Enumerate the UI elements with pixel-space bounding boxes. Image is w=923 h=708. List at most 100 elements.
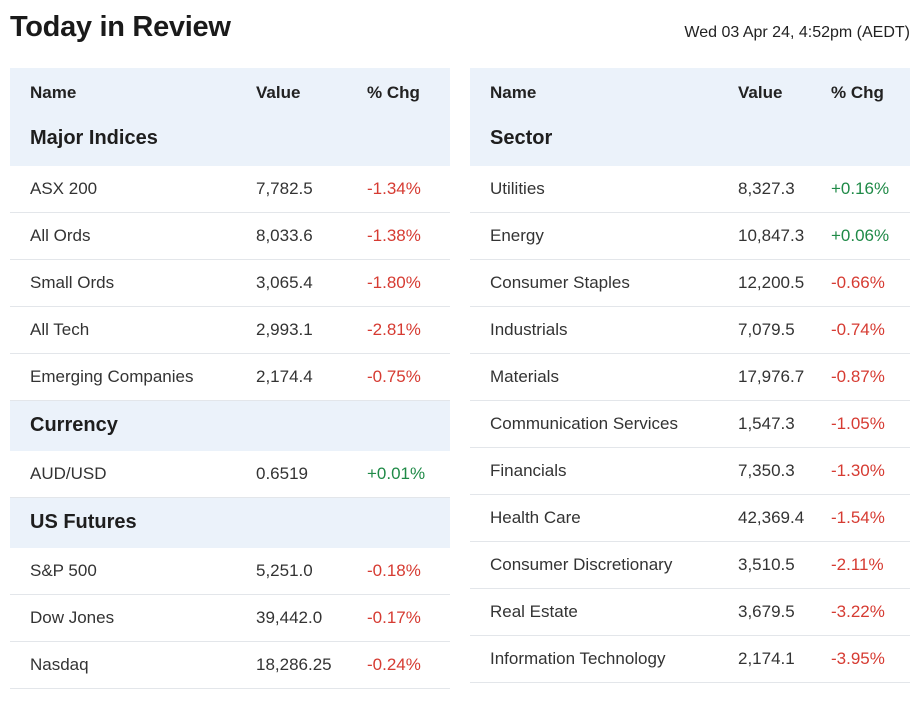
- header-value: Value: [256, 83, 301, 102]
- row-value: 18,286.25: [256, 655, 332, 674]
- table-row[interactable]: Energy 10,847.3 +0.06%: [470, 213, 910, 260]
- group-title: Sector: [490, 127, 553, 149]
- row-value: 0.6519: [256, 464, 308, 483]
- row-value: 1,547.3: [738, 414, 795, 433]
- group-title: Currency: [30, 414, 118, 436]
- table-row[interactable]: AUD/USD 0.6519 +0.01%: [10, 451, 450, 498]
- row-value: 2,174.1: [738, 649, 795, 668]
- header-name: Name: [490, 83, 537, 102]
- indices-table: Name Value % Chg Major Indices ASX 200 7…: [10, 68, 450, 689]
- row-value: 7,350.3: [738, 461, 795, 480]
- row-name: S&P 500: [30, 561, 97, 580]
- row-value: 7,079.5: [738, 320, 795, 339]
- row-name: Emerging Companies: [30, 367, 194, 386]
- row-chg: -1.34%: [367, 179, 421, 198]
- row-value: 8,033.6: [256, 226, 313, 245]
- row-name: Utilities: [490, 179, 545, 198]
- table-row[interactable]: ASX 200 7,782.5 -1.34%: [10, 166, 450, 213]
- row-chg: -0.87%: [831, 367, 885, 386]
- row-name: Consumer Staples: [490, 273, 630, 292]
- table-row[interactable]: Utilities 8,327.3 +0.16%: [470, 166, 910, 213]
- row-chg: -0.24%: [367, 655, 421, 674]
- table-row[interactable]: All Ords 8,033.6 -1.38%: [10, 213, 450, 260]
- row-chg: -3.95%: [831, 649, 885, 668]
- row-name: Industrials: [490, 320, 568, 339]
- sector-table: Name Value % Chg Sector Utilities 8,327.…: [470, 68, 910, 683]
- timestamp: Wed 03 Apr 24, 4:52pm (AEDT): [684, 24, 910, 41]
- row-name: ASX 200: [30, 179, 98, 198]
- group-header-sector: Sector: [470, 116, 910, 166]
- table-row[interactable]: Consumer Discretionary 3,510.5 -2.11%: [470, 542, 910, 589]
- table-row[interactable]: Real Estate 3,679.5 -3.22%: [470, 589, 910, 636]
- row-name: Information Technology: [490, 649, 666, 668]
- row-name: Small Ords: [30, 273, 115, 292]
- table-row[interactable]: Communication Services 1,547.3 -1.05%: [470, 401, 910, 448]
- row-chg: -1.38%: [367, 226, 421, 245]
- group-header-us-futures: US Futures: [10, 498, 450, 548]
- row-value: 3,510.5: [738, 555, 795, 574]
- row-value: 3,679.5: [738, 602, 795, 621]
- header-chg: % Chg: [831, 83, 884, 102]
- table-row[interactable]: Information Technology 2,174.1 -3.95%: [470, 636, 910, 683]
- table-header: Name Value % Chg: [470, 68, 910, 116]
- row-name: Consumer Discretionary: [490, 555, 673, 574]
- table-row[interactable]: Emerging Companies 2,174.4 -0.75%: [10, 354, 450, 401]
- row-value: 3,065.4: [256, 273, 313, 292]
- row-chg: -1.80%: [367, 273, 421, 292]
- row-value: 12,200.5: [738, 273, 805, 292]
- table-row[interactable]: S&P 500 5,251.0 -0.18%: [10, 548, 450, 595]
- row-chg: +0.06%: [831, 226, 890, 245]
- row-value: 42,369.4: [738, 508, 805, 527]
- row-chg: -3.22%: [831, 602, 885, 621]
- row-chg: -0.18%: [367, 561, 421, 580]
- group-title: Major Indices: [30, 127, 158, 149]
- group-title: US Futures: [30, 511, 137, 533]
- group-header-major-indices: Major Indices: [10, 116, 450, 166]
- row-value: 17,976.7: [738, 367, 805, 386]
- table-header: Name Value % Chg: [10, 68, 450, 116]
- header-chg: % Chg: [367, 83, 420, 102]
- header-value: Value: [738, 83, 783, 102]
- row-value: 8,327.3: [738, 179, 795, 198]
- row-chg: -0.75%: [367, 367, 421, 386]
- table-row[interactable]: Nasdaq 18,286.25 -0.24%: [10, 642, 450, 689]
- row-name: Nasdaq: [30, 655, 89, 674]
- row-name: All Tech: [30, 320, 90, 339]
- row-chg: -1.54%: [831, 508, 885, 527]
- page-title: Today in Review: [10, 11, 231, 43]
- row-value: 7,782.5: [256, 179, 313, 198]
- table-row[interactable]: Small Ords 3,065.4 -1.80%: [10, 260, 450, 307]
- row-name: Financials: [490, 461, 567, 480]
- table-row[interactable]: Consumer Staples 12,200.5 -0.66%: [470, 260, 910, 307]
- row-chg: -1.05%: [831, 414, 885, 433]
- row-value: 5,251.0: [256, 561, 313, 580]
- row-chg: -2.81%: [367, 320, 421, 339]
- row-chg: -2.11%: [831, 555, 884, 574]
- table-row[interactable]: Financials 7,350.3 -1.30%: [470, 448, 910, 495]
- row-name: All Ords: [30, 226, 91, 245]
- row-value: 39,442.0: [256, 608, 323, 627]
- row-name: Communication Services: [490, 414, 679, 433]
- table-row[interactable]: All Tech 2,993.1 -2.81%: [10, 307, 450, 354]
- row-name: Dow Jones: [30, 608, 115, 627]
- header-name: Name: [30, 83, 77, 102]
- row-name: Real Estate: [490, 602, 578, 621]
- row-name: Materials: [490, 367, 559, 386]
- row-value: 10,847.3: [738, 226, 805, 245]
- table-row[interactable]: Materials 17,976.7 -0.87%: [470, 354, 910, 401]
- row-chg: -0.74%: [831, 320, 885, 339]
- row-value: 2,174.4: [256, 367, 313, 386]
- row-name: Energy: [490, 226, 544, 245]
- table-row[interactable]: Industrials 7,079.5 -0.74%: [470, 307, 910, 354]
- table-row[interactable]: Health Care 42,369.4 -1.54%: [470, 495, 910, 542]
- row-name: Health Care: [490, 508, 581, 527]
- row-chg: -0.66%: [831, 273, 885, 292]
- group-header-currency: Currency: [10, 401, 450, 451]
- row-chg: -0.17%: [367, 608, 421, 627]
- row-chg: -1.30%: [831, 461, 885, 480]
- table-row[interactable]: Dow Jones 39,442.0 -0.17%: [10, 595, 450, 642]
- row-name: AUD/USD: [30, 464, 107, 483]
- row-value: 2,993.1: [256, 320, 313, 339]
- row-chg: +0.16%: [831, 179, 890, 198]
- row-chg: +0.01%: [367, 464, 426, 483]
